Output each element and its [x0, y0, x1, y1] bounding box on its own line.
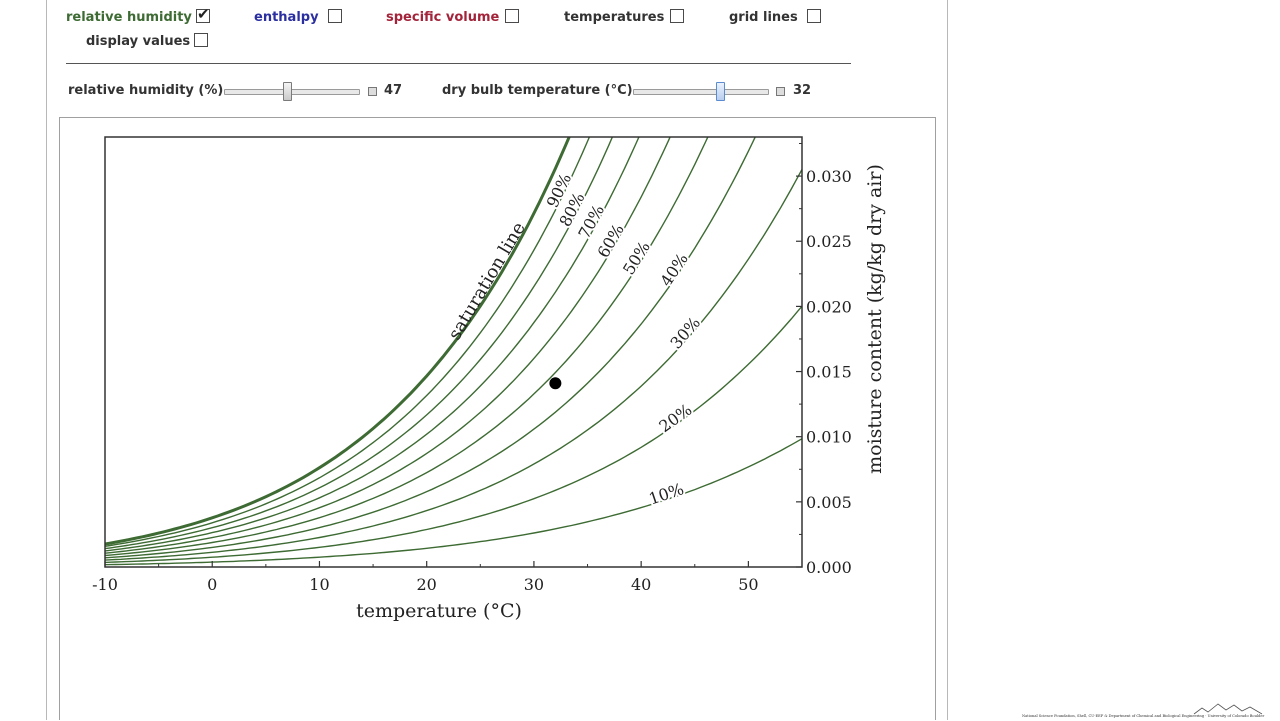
x-tick-label: 20 — [417, 575, 437, 594]
y-tick-label: 0.015 — [806, 363, 852, 382]
x-tick-label: -10 — [92, 575, 118, 594]
rh-curve-90 — [105, 137, 591, 547]
rh-curve-40 — [105, 137, 757, 559]
enthalpy-label: enthalpy — [254, 10, 319, 25]
plot-frame: -10 0 10 20 30 40 50 0.000 0.005 0.010 0.015 0.020 0… — [59, 117, 936, 720]
rh-curve-10 — [105, 438, 802, 566]
dbt-slider-thumb[interactable] — [715, 82, 725, 101]
x-axis-label: temperature (°C) — [356, 600, 522, 622]
rh-label-30: 30% — [666, 313, 704, 352]
rh-slider-thumb[interactable] — [282, 82, 292, 101]
dbt-slider-track[interactable] — [633, 89, 769, 95]
rh-label-50: 50% — [619, 238, 654, 278]
rh-slider-label: relative humidity (%) — [68, 83, 224, 98]
specific-volume-label: specific volume — [386, 10, 500, 25]
x-tick-label: 30 — [524, 575, 544, 594]
rh-label-40: 40% — [656, 250, 692, 290]
rh-curve-60 — [105, 137, 671, 554]
temperatures-label: temperatures — [564, 10, 665, 25]
psychrometric-chart: -10 0 10 20 30 40 50 0.000 0.005 0.010 0.015 0.020 0… — [92, 136, 886, 622]
rh-label-20: 20% — [656, 400, 696, 436]
state-point — [549, 377, 562, 390]
dbt-slider-value: 32 — [793, 83, 812, 98]
credits-logo: National Science Foundation, Shell, CU-E… — [1022, 703, 1264, 718]
x-tick-label: 50 — [738, 575, 758, 594]
saturation-line-label: saturation line — [444, 219, 530, 344]
rh-slider-expand-icon[interactable] — [368, 87, 377, 96]
rh-curve-30 — [105, 169, 802, 561]
x-tick-label: 10 — [309, 575, 329, 594]
plot-area-border — [104, 136, 803, 568]
rh-curve-70 — [105, 137, 640, 552]
enthalpy-checkbox[interactable] — [328, 9, 342, 23]
y-tick-label: 0.000 — [806, 558, 852, 577]
grid-lines-checkbox[interactable] — [807, 9, 821, 23]
rh-slider-value: 47 — [384, 83, 403, 98]
x-tick-label: 40 — [631, 575, 651, 594]
y-tick-label: 0.025 — [806, 232, 852, 251]
dbt-slider-label: dry bulb temperature (°C) — [442, 83, 633, 98]
controls-divider — [66, 63, 851, 64]
y-tick-label: 0.010 — [806, 428, 852, 447]
dbt-slider-expand-icon[interactable] — [776, 87, 785, 96]
rh-slider-track[interactable] — [224, 89, 360, 95]
specific-volume-checkbox[interactable] — [505, 9, 519, 23]
grid-lines-label: grid lines — [729, 10, 798, 25]
temperatures-checkbox[interactable] — [670, 9, 684, 23]
right-margin — [948, 0, 1280, 720]
rh-curve-80 — [105, 137, 614, 550]
y-tick-label: 0.005 — [806, 493, 852, 512]
display-values-checkbox[interactable] — [194, 33, 208, 47]
credit-text: National Science Foundation, Shell, CU-E… — [1022, 714, 1264, 718]
relative-humidity-label: relative humidity — [66, 10, 192, 25]
saturation-line — [105, 137, 571, 546]
y-tick-label: 0.020 — [806, 297, 852, 316]
rh-curve-20 — [105, 305, 802, 564]
y-tick-label: 0.030 — [806, 167, 852, 186]
y-axis-label: moisture content (kg/kg dry air) — [864, 164, 886, 474]
rh-curve-50 — [105, 137, 709, 557]
relative-humidity-checkbox[interactable] — [196, 5, 210, 23]
rh-label-10: 10% — [646, 479, 686, 508]
left-margin — [0, 0, 47, 720]
display-values-label: display values — [86, 34, 191, 49]
x-tick-label: 0 — [207, 575, 217, 594]
